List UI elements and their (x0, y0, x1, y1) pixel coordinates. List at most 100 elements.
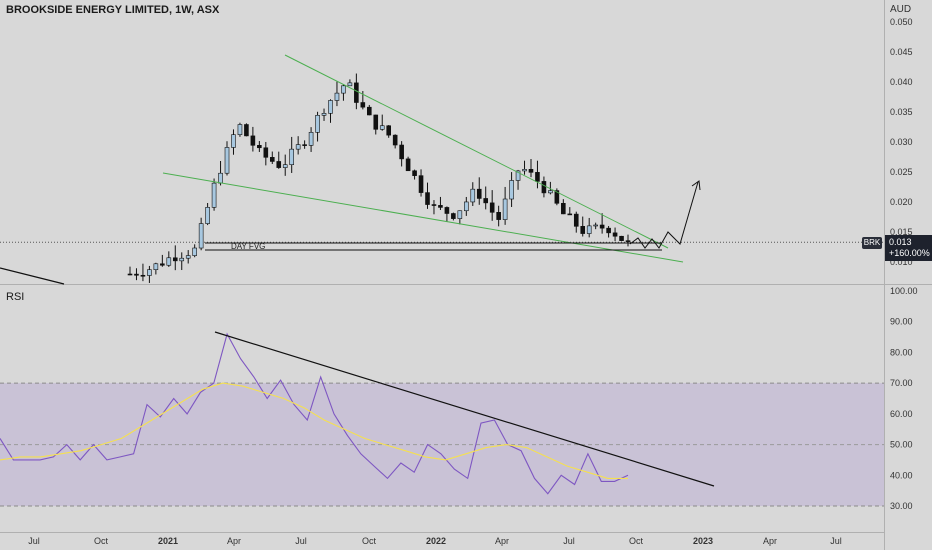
time-axis-label: Oct (362, 536, 377, 546)
candle-body (172, 257, 178, 262)
price-tick-label: 0.040 (890, 77, 913, 87)
time-axis-label: Jul (563, 536, 575, 546)
candle-body (599, 224, 605, 229)
candle-body (140, 274, 146, 277)
rsi-tick-label: 40.00 (890, 470, 913, 480)
candle-body (263, 147, 269, 158)
rsi-label: RSI (6, 291, 25, 303)
candle-body (373, 114, 379, 130)
projection-arrowhead (691, 180, 701, 191)
candle-body (561, 203, 566, 215)
candle-body (127, 273, 133, 276)
candle-body (192, 247, 197, 256)
candle-body (134, 273, 139, 276)
candle-body (185, 255, 191, 259)
candle-body (522, 169, 527, 172)
candle-body (444, 207, 450, 214)
candle-body (366, 106, 372, 116)
candle-body (360, 102, 366, 108)
candle-body (160, 263, 165, 266)
candle-body (289, 148, 294, 166)
price-tick-label: 0.030 (890, 137, 913, 147)
time-axis-label: Jul (295, 536, 307, 546)
rsi-tick-label: 100.00 (890, 286, 918, 296)
candle-body (476, 188, 482, 199)
candle-body (625, 240, 631, 242)
candle-body (489, 202, 495, 213)
price-tick-label: 0.020 (890, 197, 913, 207)
price-tick-label: 0.025 (890, 167, 913, 177)
candle-body (457, 210, 463, 219)
candle-body (418, 175, 424, 193)
candle-body (425, 192, 430, 205)
candle-body (548, 190, 553, 194)
candle-body (205, 207, 210, 224)
last-price: 0.013 (889, 237, 912, 247)
candle-body (282, 164, 288, 168)
time-axis-label: Jul (830, 536, 842, 546)
candle-body (295, 144, 301, 150)
price-tick-label: 0.035 (890, 107, 913, 117)
candle-body (528, 169, 534, 173)
candle-body (179, 257, 185, 262)
candle-body (496, 212, 501, 220)
price-tick-label: 0.015 (890, 227, 913, 237)
rsi-tick-label: 30.00 (890, 501, 913, 511)
candle-body (302, 144, 307, 146)
rsi-tick-label: 80.00 (890, 347, 913, 357)
candle-body (269, 157, 275, 162)
time-axis-label: 2022 (426, 536, 446, 546)
last-price-box[interactable]: 0.013 +160.00% (885, 235, 932, 261)
candle-body (580, 226, 586, 234)
candle-body (244, 124, 249, 137)
rsi-tick-label: 90.00 (890, 317, 913, 327)
time-axis-label: 2021 (158, 536, 178, 546)
ticker-badge[interactable]: BRK (862, 237, 882, 249)
candle-body (554, 190, 560, 204)
candle-body (470, 188, 476, 203)
wedge-upper-line (284, 54, 669, 249)
candle-body (509, 180, 514, 200)
rsi-line (0, 332, 629, 495)
candle-body (541, 181, 547, 194)
time-axis-label: Oct (629, 536, 644, 546)
time-axis-label: Apr (495, 536, 509, 546)
wedge-lower-line (162, 172, 684, 263)
candle-body (619, 235, 624, 241)
candle-body (431, 204, 437, 206)
rsi-trendline (214, 331, 715, 487)
candle-body (166, 257, 172, 266)
fvg-label: DAY FVG (231, 242, 266, 251)
candle-body (399, 144, 404, 160)
candle-body (379, 125, 385, 130)
candle-body (392, 134, 398, 146)
candle-body (276, 161, 282, 168)
time-axis-label: Apr (763, 536, 777, 546)
candle-body (593, 224, 598, 227)
candle-body (354, 82, 359, 103)
rsi-ma-line (0, 382, 628, 479)
candle-body (231, 134, 236, 148)
candle-body (535, 172, 540, 182)
candle-body (483, 198, 489, 204)
candle-body (334, 92, 340, 101)
time-axis-label: Jul (28, 536, 40, 546)
candle-body (347, 82, 353, 87)
candle-body (405, 158, 411, 172)
candle-body (412, 170, 417, 176)
change-pct: +160.00% (889, 248, 930, 258)
time-axis-label: Apr (227, 536, 241, 546)
candle-body (451, 213, 456, 219)
candle-body (515, 170, 521, 181)
candle-body (198, 223, 204, 249)
candle-body (147, 269, 152, 276)
candle-body (386, 125, 392, 136)
chart-title: BROOKSIDE ENERGY LIMITED, 1W, ASX (6, 4, 220, 16)
currency-label: AUD (890, 4, 912, 15)
candle-body (606, 227, 611, 234)
time-axis-label: Oct (94, 536, 109, 546)
candle-body (153, 263, 159, 270)
candle-body (502, 198, 508, 220)
candle-body (315, 115, 320, 133)
